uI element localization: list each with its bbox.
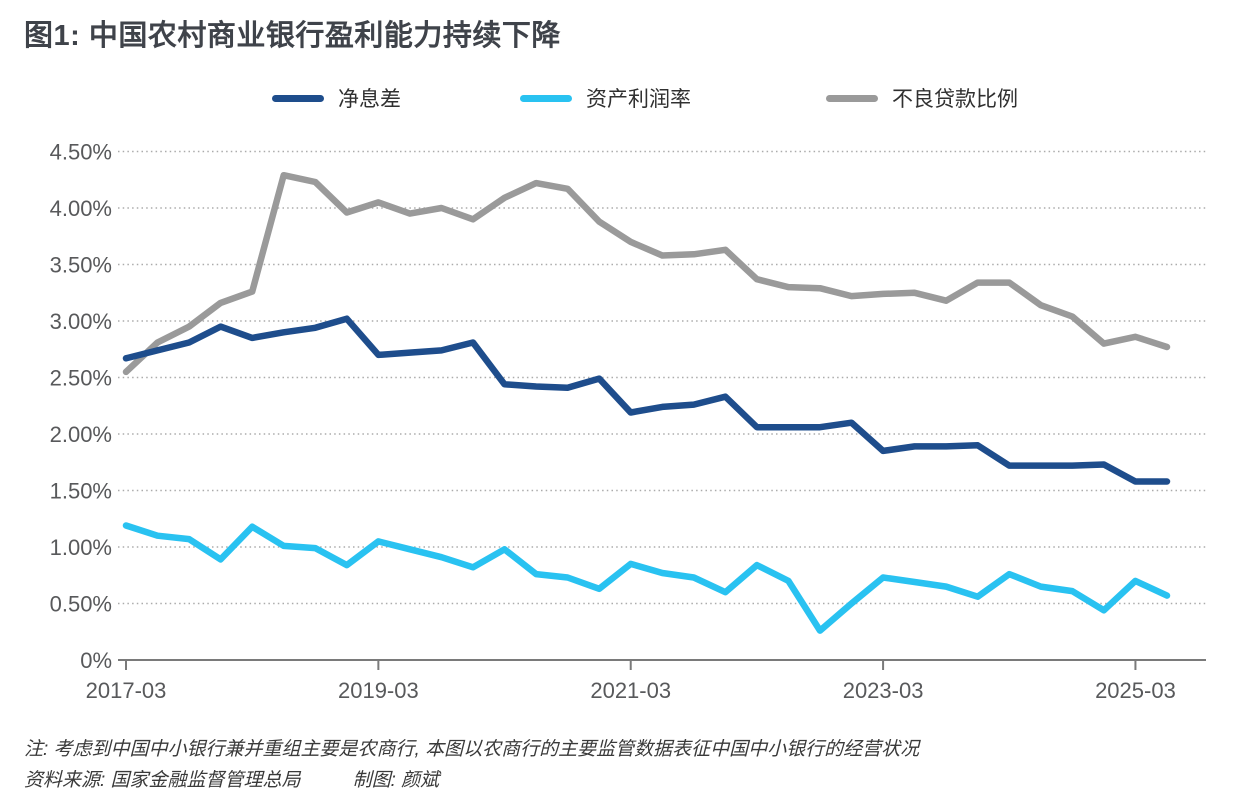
npl-legend-swatch: [826, 94, 878, 102]
y-tick-label: 2.00%: [50, 422, 112, 447]
nim-line: [122, 315, 1171, 485]
chart-title: 图1: 中国农村商业银行盈利能力持续下降: [24, 20, 561, 52]
y-tick-label: 1.00%: [50, 535, 112, 560]
nim-legend-label: 净息差: [338, 88, 401, 111]
y-tick-label: 2.50%: [50, 366, 112, 391]
roa-legend-swatch: [520, 94, 572, 102]
x-tick-label: 2017-03: [86, 678, 167, 703]
npl-line: [122, 171, 1171, 376]
source-line: 资料来源: 国家金融监督管理总局 制图: 颜斌: [24, 765, 439, 792]
y-tick-label: 4.00%: [50, 196, 112, 221]
y-tick-label: 4.50%: [50, 140, 112, 165]
nim-legend-swatch: [272, 94, 324, 102]
legend: 净息差 资产利润率 不良贷款比例: [0, 84, 1238, 112]
x-tick-label: 2025-03: [1095, 678, 1176, 703]
roa-line: [122, 522, 1171, 634]
y-tick-label: 3.50%: [50, 253, 112, 278]
roa-legend-label: 资产利润率: [586, 88, 691, 111]
y-tick-label: 0%: [80, 648, 112, 673]
data-source: 资料来源: 国家金融监督管理总局: [24, 770, 301, 791]
chart-credit: 制图: 颜斌: [352, 770, 440, 791]
npl-legend-label: 不良贷款比例: [892, 88, 1018, 111]
legend-item-npl: 不良贷款比例: [826, 84, 1018, 112]
y-tick-label: 0.50%: [50, 592, 112, 617]
x-tick-label: 2023-03: [843, 678, 924, 703]
footnote: 注: 考虑到中国中小银行兼并重组主要是农商行, 本图以农商行的主要监管数据表征中…: [24, 739, 920, 760]
legend-item-nim: 净息差: [272, 84, 401, 112]
x-tick-label: 2019-03: [338, 678, 419, 703]
legend-item-roa: 资产利润率: [520, 84, 691, 112]
y-tick-label: 1.50%: [50, 479, 112, 504]
x-tick-label: 2021-03: [590, 678, 671, 703]
chart-canvas: 0% 0.50% 1.00% 1.50% 2.00% 2.50% 3.00% 3.50% 4.0…: [50, 140, 1206, 703]
y-tick-label: 3.00%: [50, 309, 112, 334]
